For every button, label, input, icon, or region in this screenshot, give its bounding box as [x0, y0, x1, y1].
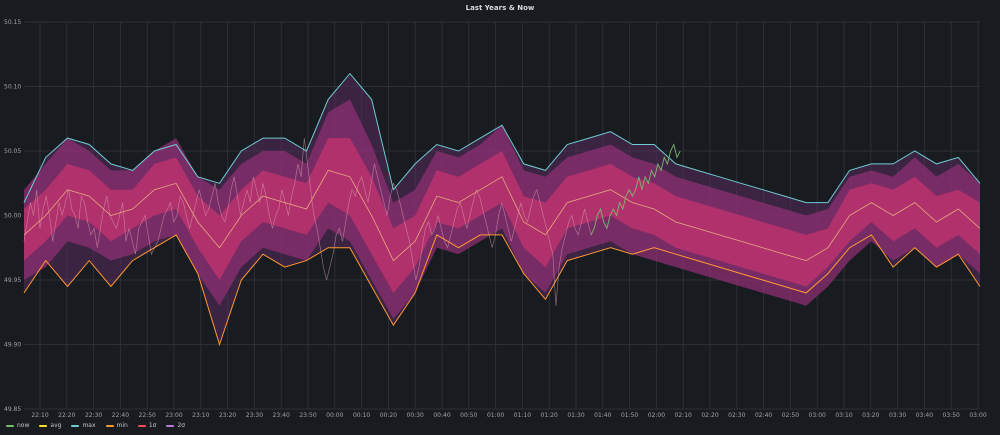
y-tick-label: 49.90 — [4, 342, 21, 349]
series-min-line — [23, 234, 981, 347]
chart-title: Last Years & Now — [465, 4, 535, 12]
y-tick-label: 50.15 — [4, 19, 21, 26]
x-tick-label: 23:50 — [299, 412, 316, 419]
series-avg-line — [23, 169, 981, 262]
x-tick-label: 01:50 — [621, 412, 638, 419]
time-series-chart[interactable]: 50.15 50.10 50.05 50.00 49.95 49.90 49.85 22:1… — [0, 0, 1000, 420]
y-tick-label: 50.00 — [4, 213, 21, 220]
legend-swatch — [137, 424, 146, 427]
sigma-bands — [24, 73, 980, 345]
legend: now avg max min 1σ 2σ — [6, 422, 185, 429]
x-tick-label: 02:40 — [755, 412, 772, 419]
x-tick-label: 23:20 — [219, 412, 236, 419]
x-tick-label: 02:20 — [701, 412, 718, 419]
x-tick-label: 02:00 — [648, 412, 665, 419]
legend-swatch — [105, 424, 114, 427]
x-tick-label: 00:20 — [380, 412, 397, 419]
x-tick-label: 02:50 — [782, 412, 799, 419]
sigma1-band — [24, 138, 980, 293]
legend-swatch — [6, 424, 14, 427]
x-tick-label: 23:40 — [273, 412, 290, 419]
x-tick-label: 23:10 — [192, 412, 209, 419]
legend-item[interactable]: max — [71, 422, 96, 429]
x-tick-label: 01:00 — [487, 412, 504, 419]
y-tick-label: 49.95 — [4, 277, 21, 284]
x-tick-label: 02:10 — [675, 412, 692, 419]
legend-label: min — [116, 422, 128, 429]
x-tick-label: 03:20 — [862, 412, 879, 419]
y-tick-label: 50.10 — [4, 84, 21, 91]
legend-item[interactable]: 2σ — [166, 422, 185, 429]
series-max-line — [23, 72, 981, 204]
x-tick-label: 03:00 — [809, 412, 826, 419]
y-tick-label: 49.85 — [4, 406, 21, 413]
x-tick-label: 00:10 — [353, 412, 370, 419]
x-tick-label: 02:30 — [728, 412, 745, 419]
x-tick-label: 00:30 — [407, 412, 424, 419]
x-tick-label: 03:30 — [889, 412, 906, 419]
series-now-line — [590, 143, 681, 236]
legend-label: avg — [50, 422, 62, 429]
x-tick-label: 03:40 — [916, 412, 933, 419]
series-now-line-overlap — [23, 138, 681, 306]
legend-label: 1σ — [148, 422, 157, 429]
x-tick-label: 22:50 — [139, 412, 156, 419]
x-tick-label: 23:30 — [246, 412, 263, 419]
legend-swatch — [166, 424, 175, 427]
legend-item[interactable]: avg — [39, 422, 61, 429]
x-tick-label: 03:50 — [943, 412, 960, 419]
series-lines — [23, 72, 981, 347]
legend-item[interactable]: min — [105, 422, 128, 429]
x-tick-label: 00:50 — [460, 412, 477, 419]
legend-item[interactable]: 1σ — [137, 422, 157, 429]
x-axis: 22:10 22:20 22:30 22:40 22:50 23:00 23:10 23:20… — [31, 412, 986, 419]
x-tick-label: 01:20 — [541, 412, 558, 419]
legend-label: 2σ — [177, 422, 186, 429]
x-tick-label: 00:40 — [433, 412, 450, 419]
x-tick-label: 01:10 — [514, 412, 531, 419]
legend-label: max — [82, 422, 96, 429]
x-tick-label: 22:20 — [58, 412, 75, 419]
x-tick-label: 03:10 — [835, 412, 852, 419]
x-tick-label: 22:10 — [31, 412, 48, 419]
y-tick-label: 50.05 — [4, 148, 21, 155]
x-tick-label: 22:40 — [112, 412, 129, 419]
legend-swatch — [71, 424, 80, 427]
x-tick-label: 01:40 — [594, 412, 611, 419]
x-tick-label: 00:00 — [326, 412, 343, 419]
y-axis: 50.15 50.10 50.05 50.00 49.95 49.90 49.85 — [4, 19, 21, 413]
x-tick-label: 22:30 — [85, 412, 102, 419]
legend-item[interactable]: now — [6, 422, 29, 429]
legend-swatch — [39, 424, 48, 427]
x-tick-label: 23:00 — [165, 412, 182, 419]
x-tick-label: 01:30 — [567, 412, 584, 419]
x-tick-label: 03:00 — [969, 412, 986, 419]
legend-label: now — [17, 422, 30, 429]
